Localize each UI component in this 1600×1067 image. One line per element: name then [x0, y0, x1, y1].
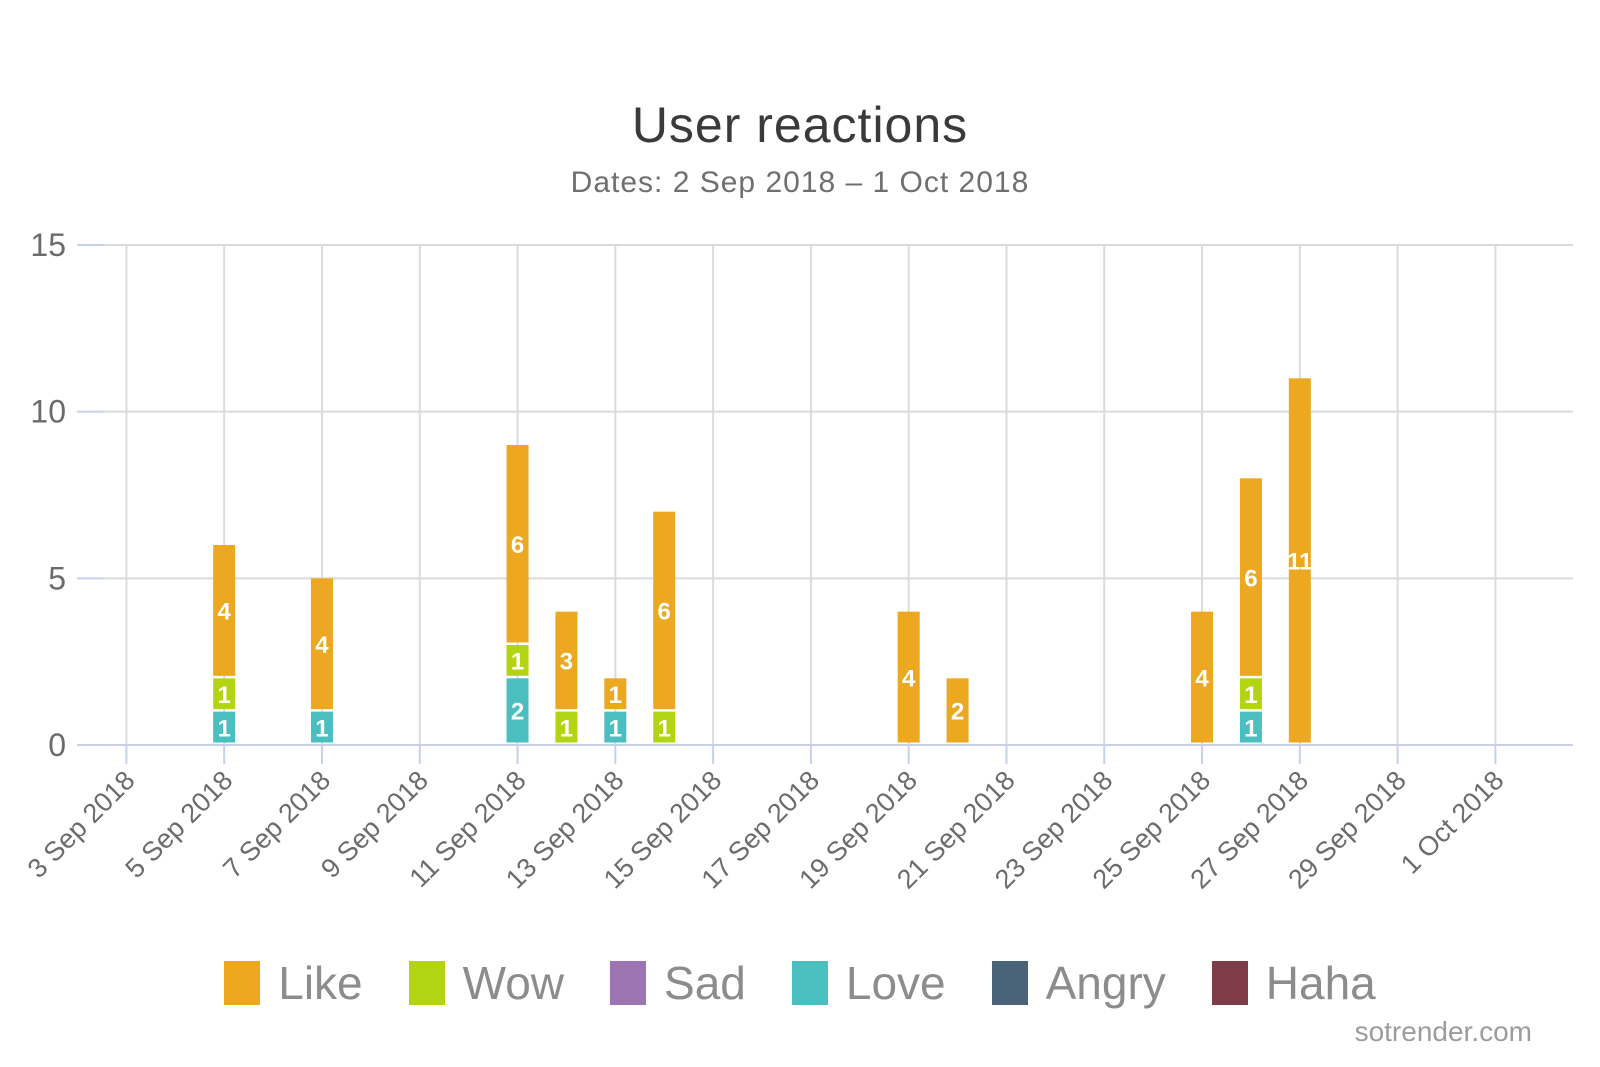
bar-value-5-sep-2018-love: 1: [218, 715, 231, 742]
legend-item-love[interactable]: Love: [791, 957, 946, 1009]
bar-value-11-sep-2018-love: 2: [511, 699, 524, 726]
haha-swatch-icon: [1211, 961, 1248, 1005]
bar-segment-11-sep-2018-like: [506, 445, 529, 643]
legend-item-haha[interactable]: Haha: [1211, 957, 1376, 1009]
bar-segment-7-sep-2018-like: [310, 578, 333, 710]
legend: Like Wow Sad Love Angry Haha: [0, 960, 1600, 1006]
like-swatch-icon: [224, 961, 261, 1005]
legend-item-like[interactable]: Like: [224, 957, 363, 1009]
bar-value-7-sep-2018-love: 1: [315, 715, 328, 742]
angry-swatch-icon: [991, 961, 1028, 1005]
bar-segment-14-sep-2018-like: [653, 511, 676, 710]
bar-value-25-sep-2018-like: 4: [1195, 665, 1209, 692]
chart-subtitle: Dates: 2 Sep 2018 – 1 Oct 2018: [570, 166, 1030, 199]
bar-value-20-sep-2018-like: 2: [951, 699, 964, 726]
bar-value-12-sep-2018-like: 3: [560, 649, 573, 676]
bar-segment-12-sep-2018-like: [555, 611, 578, 710]
x-tick-label-1-oct-2018: 1 Oct 2018: [1395, 765, 1510, 880]
bar-segment-5-sep-2018-wow: [213, 678, 236, 710]
bar-segment-13-sep-2018-like: [604, 678, 627, 710]
legend-label-wow: Wow: [462, 957, 565, 1009]
legend-label-haha: Haha: [1265, 957, 1376, 1009]
bar-segment-26-sep-2018-love: [1239, 711, 1262, 743]
bar-value-14-sep-2018-wow: 1: [658, 715, 671, 742]
bar-value-27-sep-2018-like: 11: [1287, 549, 1312, 576]
legend-label-like: Like: [278, 957, 363, 1009]
bar-segment-20-sep-2018-like: [946, 678, 969, 743]
bar-value-26-sep-2018-wow: 1: [1244, 682, 1257, 709]
love-swatch-icon: [791, 961, 828, 1005]
chart-title: User reactions: [631, 97, 969, 153]
legend-label-love: Love: [845, 957, 946, 1009]
bar-segment-27-sep-2018-like: [1288, 378, 1311, 743]
bar-segment-11-sep-2018-love: [506, 678, 529, 743]
bar-value-11-sep-2018-wow: 1: [511, 649, 524, 676]
bar-value-26-sep-2018-like: 6: [1244, 565, 1257, 592]
y-tick-label-15: 15: [30, 227, 66, 263]
bar-segment-26-sep-2018-like: [1239, 478, 1262, 676]
bar-value-7-sep-2018-like: 4: [315, 632, 329, 659]
bar-segment-14-sep-2018-wow: [653, 711, 676, 743]
bar-value-13-sep-2018-like: 1: [609, 682, 622, 709]
legend-label-sad: Sad: [664, 957, 746, 1009]
y-tick-label-5: 5: [48, 560, 66, 596]
bar-value-13-sep-2018-love: 1: [609, 715, 622, 742]
bar-value-5-sep-2018-wow: 1: [218, 682, 231, 709]
bar-segment-19-sep-2018-like: [897, 611, 920, 743]
bar-segment-11-sep-2018-wow: [506, 645, 529, 676]
wow-swatch-icon: [408, 961, 445, 1005]
bar-value-26-sep-2018-love: 1: [1244, 715, 1257, 742]
bar-value-11-sep-2018-like: 6: [511, 532, 524, 559]
legend-item-sad[interactable]: Sad: [610, 960, 746, 1006]
bar-value-19-sep-2018-like: 4: [902, 665, 916, 692]
legend-item-wow[interactable]: Wow: [408, 957, 565, 1009]
bar-value-14-sep-2018-like: 6: [658, 599, 671, 626]
y-tick-label-0: 0: [48, 727, 66, 763]
bar-segment-26-sep-2018-wow: [1239, 678, 1262, 710]
legend-item-angry[interactable]: Angry: [991, 957, 1166, 1009]
bar-segment-7-sep-2018-love: [310, 711, 333, 743]
bar-value-12-sep-2018-wow: 1: [560, 715, 573, 742]
bar-segment-5-sep-2018-like: [213, 545, 236, 676]
bar-segment-5-sep-2018-love: [213, 711, 236, 743]
bar-segment-12-sep-2018-wow: [555, 711, 578, 743]
y-tick-label-10: 10: [30, 394, 66, 430]
watermark: sotrender.com: [1354, 1016, 1532, 1047]
bar-value-5-sep-2018-like: 4: [218, 599, 232, 626]
bar-segment-25-sep-2018-like: [1191, 611, 1214, 743]
bar-segment-13-sep-2018-love: [604, 711, 627, 743]
sad-swatch-icon: [610, 961, 647, 1005]
legend-label-angry: Angry: [1045, 957, 1166, 1009]
